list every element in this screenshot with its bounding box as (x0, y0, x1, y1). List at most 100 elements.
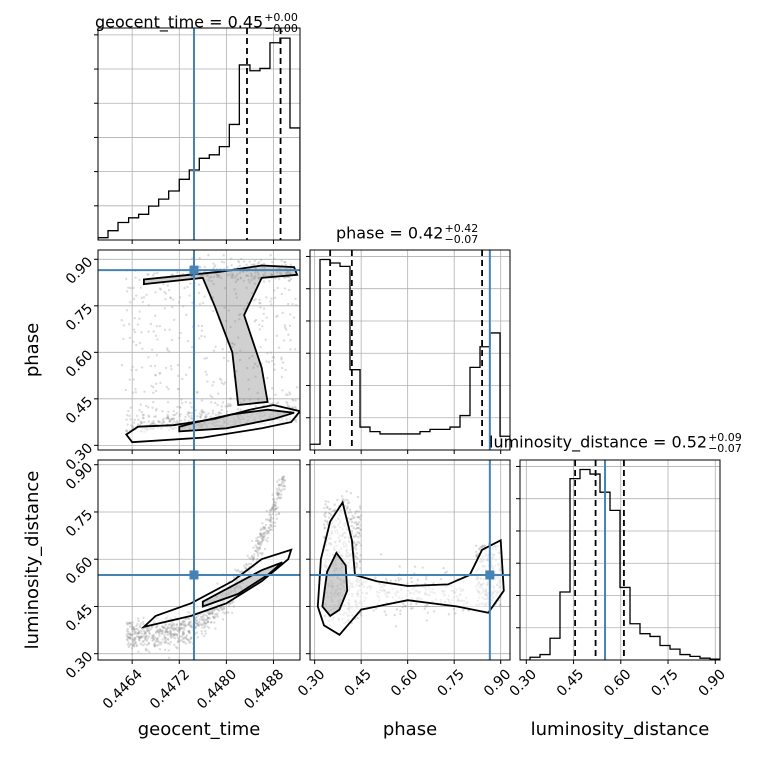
sample-point (186, 617, 189, 620)
sample-point (168, 632, 172, 635)
sample-point (158, 628, 162, 631)
sample-point (426, 611, 429, 614)
sample-point (262, 307, 266, 310)
sample-point (269, 300, 272, 303)
sample-point (187, 630, 191, 633)
sample-point (163, 307, 167, 310)
sample-point (357, 521, 361, 524)
sample-point (195, 616, 198, 619)
sample-point (188, 630, 191, 633)
sample-point (270, 273, 273, 276)
sample-point (347, 511, 351, 514)
sample-point (128, 414, 131, 418)
sample-point (239, 313, 242, 316)
sample-point (132, 633, 135, 636)
sample-point (247, 378, 250, 381)
sample-point (132, 628, 135, 631)
sample-point (227, 402, 230, 406)
sample-point (326, 506, 329, 510)
sample-point (254, 539, 258, 543)
sample-point (129, 418, 132, 421)
sample-point (203, 411, 206, 414)
sample-point (336, 498, 339, 502)
sample-point (170, 368, 173, 371)
sample-point (252, 277, 255, 280)
panel-frame (519, 459, 721, 661)
sample-point (146, 637, 149, 640)
sample-point (128, 644, 131, 647)
sample-point (261, 325, 264, 328)
sample-point (149, 322, 153, 326)
sample-point (153, 643, 156, 646)
sample-point (271, 505, 275, 509)
sample-point (259, 540, 262, 544)
sample-point (191, 301, 194, 304)
sample-point (170, 418, 174, 421)
sample-point (258, 301, 261, 305)
sample-point (153, 272, 156, 275)
sample-point (283, 276, 287, 280)
sample-point (175, 623, 179, 626)
sample-point (140, 632, 143, 635)
sample-point (275, 334, 278, 337)
sample-point (162, 626, 166, 629)
sample-point (148, 628, 151, 632)
sample-point (230, 611, 234, 615)
sample-point (206, 616, 210, 620)
sample-point (272, 502, 275, 505)
sample-point (134, 641, 138, 644)
sample-point (257, 277, 260, 280)
sample-point (156, 638, 159, 641)
sample-point (166, 641, 170, 645)
sample-point (416, 578, 420, 582)
sample-point (269, 513, 272, 517)
sample-point (217, 413, 220, 416)
sample-point (160, 632, 163, 635)
sample-point (147, 273, 150, 276)
sample-point (251, 556, 255, 560)
sample-point (154, 389, 158, 393)
sample-point (355, 522, 358, 525)
sample-point (205, 614, 209, 618)
sample-point (269, 528, 272, 532)
sample-point (281, 389, 284, 392)
sample-point (156, 271, 159, 275)
sample-point (197, 283, 201, 286)
sample-point (234, 568, 237, 571)
sample-point (198, 270, 201, 273)
sample-point (259, 346, 262, 349)
sample-point (275, 402, 278, 405)
sample-point (498, 603, 502, 606)
sample-point (135, 414, 139, 417)
sample-point (254, 318, 258, 322)
sample-point (295, 386, 299, 389)
sample-point (180, 398, 183, 401)
sample-point (223, 381, 227, 384)
sample-point (166, 348, 169, 352)
sample-point (232, 600, 235, 603)
sample-point (200, 329, 204, 332)
sample-point (262, 535, 265, 539)
sample-point (169, 626, 172, 630)
sample-point (333, 509, 336, 513)
sample-point (155, 631, 158, 634)
sample-point (480, 545, 483, 549)
sample-point (179, 639, 183, 642)
sample-point (179, 406, 182, 409)
sample-point (175, 646, 178, 649)
y-tick-label-phase-4: 0.90 (63, 254, 96, 287)
sample-point (173, 633, 176, 637)
sample-point (136, 632, 140, 635)
sample-point (206, 273, 209, 277)
sample-point (282, 339, 286, 342)
sample-point (122, 324, 126, 327)
sample-point (349, 492, 353, 495)
sample-point (276, 492, 279, 496)
sample-point (163, 648, 167, 652)
sample-point (164, 631, 167, 634)
sample-point (141, 640, 144, 643)
sample-point (281, 475, 284, 479)
sample-point (262, 535, 266, 538)
sample-point (254, 544, 258, 547)
sample-point (262, 532, 265, 535)
